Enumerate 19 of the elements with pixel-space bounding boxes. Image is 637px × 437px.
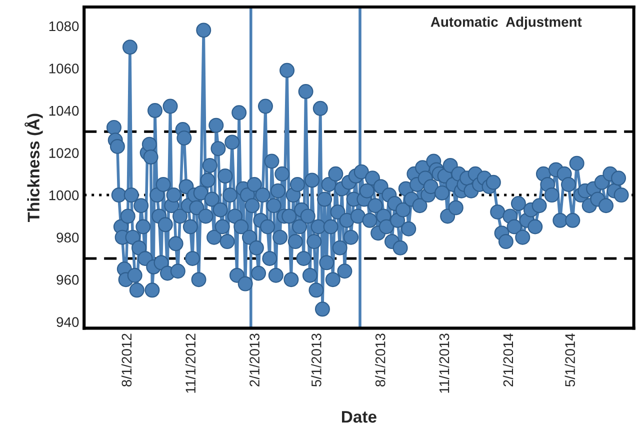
x-tick-label: 8/1/2013 <box>375 334 386 387</box>
y-tick-label: 940 <box>56 317 79 328</box>
x-axis-title: Date <box>342 411 376 423</box>
y-tick-label: 1020 <box>49 148 79 158</box>
y-axis-title: Thickness (Å) <box>24 114 43 222</box>
y-tick-label: 960 <box>56 274 79 285</box>
y-tick-label: 1040 <box>49 106 79 116</box>
x-tick-label: 5/1/2014 <box>564 333 575 387</box>
y-tick-label: 980 <box>56 232 79 242</box>
annotation: Automatic Adjustment <box>430 16 582 30</box>
x-tick-label: 11/1/2013 <box>439 334 450 393</box>
x-tick-label: 2/1/2014 <box>502 333 514 386</box>
x-tick-label: 11/1/2012 <box>185 334 196 393</box>
y-tick-label: 1000 <box>49 190 79 200</box>
x-tick-label: 5/1/2013 <box>311 334 322 387</box>
x-tick-label: 2/1/2013 <box>249 334 260 386</box>
x-tick-label: 8/1/2012 <box>121 334 132 387</box>
y-tick-label: 1080 <box>49 21 79 32</box>
y-tick-label: 1060 <box>49 64 79 74</box>
